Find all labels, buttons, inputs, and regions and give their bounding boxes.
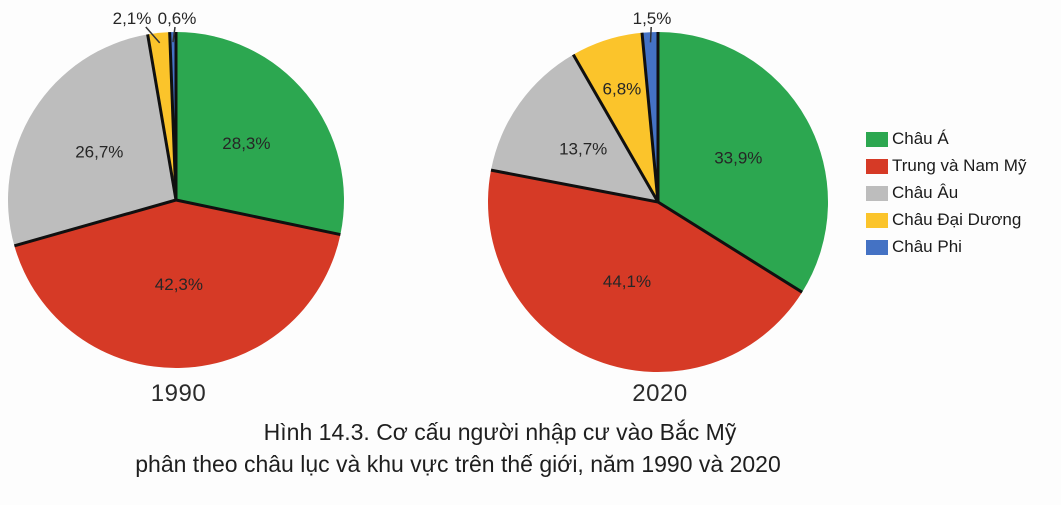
pie-slice-label: 6,8% xyxy=(603,80,642,99)
pie-slice-label: 33,9% xyxy=(714,149,762,168)
pie-chart-1990: 28,3% 42,3% 26,7% 2,1% 0,6% xyxy=(7,9,344,368)
pie-boundary-line xyxy=(13,198,177,248)
pie-slice-label: 44,1% xyxy=(603,272,651,291)
legend-swatch-chau-dai-duong xyxy=(866,212,888,228)
legend-label-chau-au: Châu Âu xyxy=(892,183,959,202)
pie-slice-Châu Âu xyxy=(7,34,177,246)
legend-label-chau-dai-duong: Châu Đại Dương xyxy=(892,210,1022,229)
legend-item-trung-va-nam-my: Trung và Nam Mỹ xyxy=(866,156,1027,175)
pie-slice-label: 28,3% xyxy=(222,134,270,153)
legend-swatch-chau-au xyxy=(866,185,888,201)
legend-item-chau-phi: Châu Phi xyxy=(866,237,1026,256)
pie-leader-line xyxy=(649,26,652,43)
legend-label-chau-a: Châu Á xyxy=(892,129,949,148)
pie-leader-line xyxy=(172,26,176,43)
pie-boundary-line xyxy=(640,32,660,203)
pie-boundary-line xyxy=(490,168,659,204)
legend-swatch-chau-phi xyxy=(866,239,888,255)
pie-outside-label: 1,5% xyxy=(633,9,672,28)
pie-slice-Trung và Nam Mỹ xyxy=(14,200,341,368)
pie-slice-label: 42,3% xyxy=(155,275,203,294)
figure-caption-line-2: phân theo châu lục và khu vực trên thế g… xyxy=(135,451,781,477)
figure-caption-line-1: Hình 14.3. Cơ cấu người nhập cư vào Bắc … xyxy=(263,419,737,445)
pie-outside-label: 2,1% xyxy=(113,9,152,28)
pie-boundary-line xyxy=(168,32,178,201)
legend-label-chau-phi: Châu Phi xyxy=(892,237,962,256)
pie-title-2020: 2020 xyxy=(632,380,688,407)
legend-label-trung-va-nam-my: Trung và Nam Mỹ xyxy=(892,156,1027,175)
pie-boundary-line xyxy=(657,200,803,294)
pie-outside-label: 0,6% xyxy=(158,9,197,28)
pie-boundary-line xyxy=(572,53,660,203)
pie-title-1990: 1990 xyxy=(150,380,207,407)
pie-slice-Châu Đại Dương xyxy=(573,32,658,202)
pie-slice-Châu Âu xyxy=(491,54,658,202)
pie-boundary-line xyxy=(175,198,341,237)
legend-swatch-trung-va-nam-my xyxy=(866,158,888,174)
pie-slice-Châu Á xyxy=(176,32,344,235)
pie-leader-line xyxy=(145,26,161,44)
pie-slice-Trung và Nam Mỹ xyxy=(487,170,803,373)
pie-chart-2020: 33,9% 44,1% 13,7% 6,8% 1,5% xyxy=(487,9,829,373)
pie-boundary-line xyxy=(146,34,178,201)
pie-slice-label: 13,7% xyxy=(559,140,607,159)
legend-swatch-chau-a xyxy=(866,131,888,147)
pie-slice-label: 26,7% xyxy=(75,143,123,162)
legend-item-chau-dai-duong: Châu Đại Dương xyxy=(866,210,1026,229)
legend-item-chau-a: Châu Á xyxy=(866,129,1026,148)
legend-item-chau-au: Châu Âu xyxy=(866,183,1026,202)
legend: Châu Á Trung và Nam Mỹ Châu Âu Châu Đại … xyxy=(866,129,1027,266)
